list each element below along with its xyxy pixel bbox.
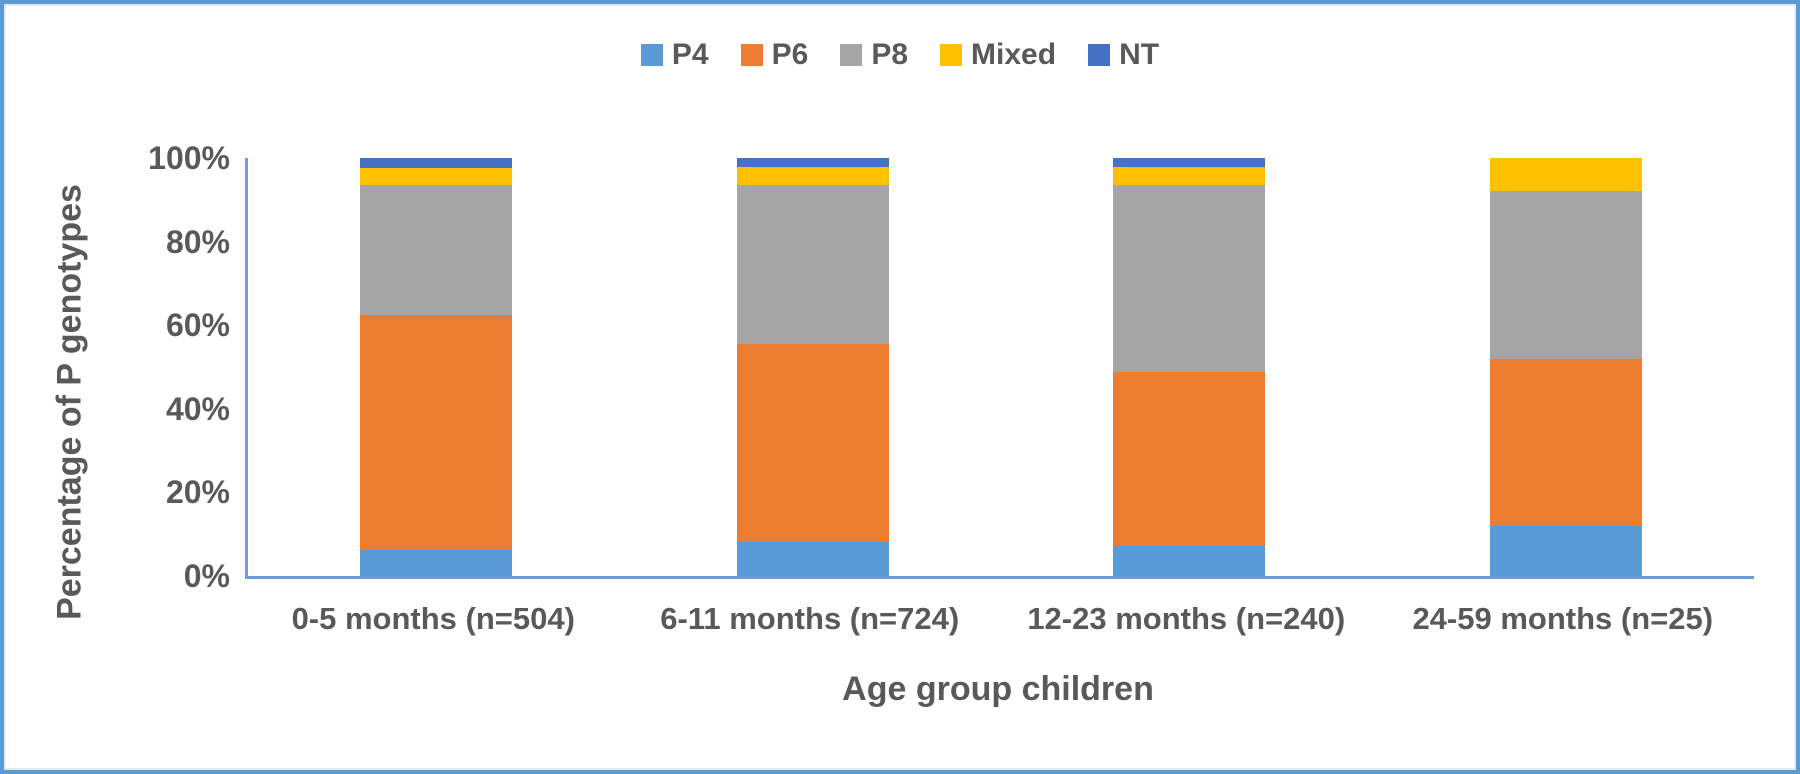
y-tick-label-0: 0% (183, 558, 230, 594)
bar-segment-p4 (736, 542, 889, 576)
bar-segment-mixed (736, 167, 889, 186)
y-tick-label-80: 80% (165, 223, 230, 260)
y-tick-label-60: 60% (165, 307, 230, 344)
legend-label: Mixed (971, 38, 1057, 71)
bar-segment-p4 (1113, 545, 1266, 576)
bar-segment-p6 (1489, 358, 1642, 526)
stacked-bar-1 (736, 158, 889, 576)
legend-label: NT (1119, 38, 1160, 71)
bars-container (248, 158, 1754, 576)
legend-item-p6: P6 (740, 38, 809, 71)
bar-segment-p8 (1489, 191, 1642, 359)
stacked-bar-2 (1113, 158, 1266, 576)
bar-segment-nt (1113, 158, 1266, 168)
y-tick-label-20: 20% (165, 474, 230, 511)
x-category-label-3: 24-59 months (n=25) (1412, 601, 1714, 636)
bar-segment-mixed (1113, 167, 1266, 186)
category-slot-1 (625, 158, 1002, 576)
x-category-label-0: 0-5 months (n=504) (291, 601, 575, 636)
legend-label: P8 (871, 38, 909, 71)
bar-segment-nt (736, 158, 889, 168)
x-axis-title: Age group children (842, 670, 1154, 708)
legend-label: P4 (671, 38, 709, 71)
legend-label: P6 (771, 38, 809, 71)
legend-item-p4: P4 (640, 38, 709, 71)
y-tick-label-100: 100% (148, 140, 230, 176)
x-category-label-2: 12-23 months (n=240) (1027, 601, 1346, 636)
bar-segment-p4 (360, 550, 513, 576)
legend-item-nt: NT (1088, 40, 1159, 70)
bar-segment-p4 (1489, 525, 1642, 576)
category-slot-2 (1001, 158, 1378, 576)
bar-segment-p6 (1113, 372, 1266, 546)
legend-swatch-mixed-icon (940, 44, 963, 66)
legend-item-mixed: Mixed (940, 40, 1056, 70)
bar-segment-p6 (360, 314, 513, 551)
y-tick-label-40: 40% (165, 390, 230, 427)
bar-segment-mixed (1489, 158, 1642, 192)
legend-swatch-p6-icon (740, 44, 763, 66)
legend-swatch-nt-icon (1088, 44, 1111, 66)
legend-item-p8: P8 (840, 40, 908, 70)
legend: P4 P6 P8 Mixed NT (4, 40, 1796, 70)
legend-swatch-p8-icon (840, 44, 863, 66)
bar-segment-p8 (1113, 185, 1266, 373)
category-slot-3 (1378, 158, 1755, 576)
stacked-bar-0 (360, 158, 513, 576)
bar-segment-mixed (360, 167, 513, 185)
legend-swatch-p4-icon (640, 44, 663, 66)
bar-segment-p8 (736, 185, 889, 345)
category-slot-0 (248, 158, 625, 576)
x-axis-category-labels: 0-5 months (n=504) 6-11 months (n=724) 12-… (245, 601, 1751, 637)
plot-area (245, 158, 1754, 579)
bar-segment-p6 (736, 344, 889, 543)
stacked-bar-3 (1489, 158, 1642, 576)
bar-segment-p8 (360, 184, 513, 315)
x-category-label-1: 6-11 months (n=724) (660, 601, 960, 636)
bar-segment-nt (360, 158, 513, 168)
